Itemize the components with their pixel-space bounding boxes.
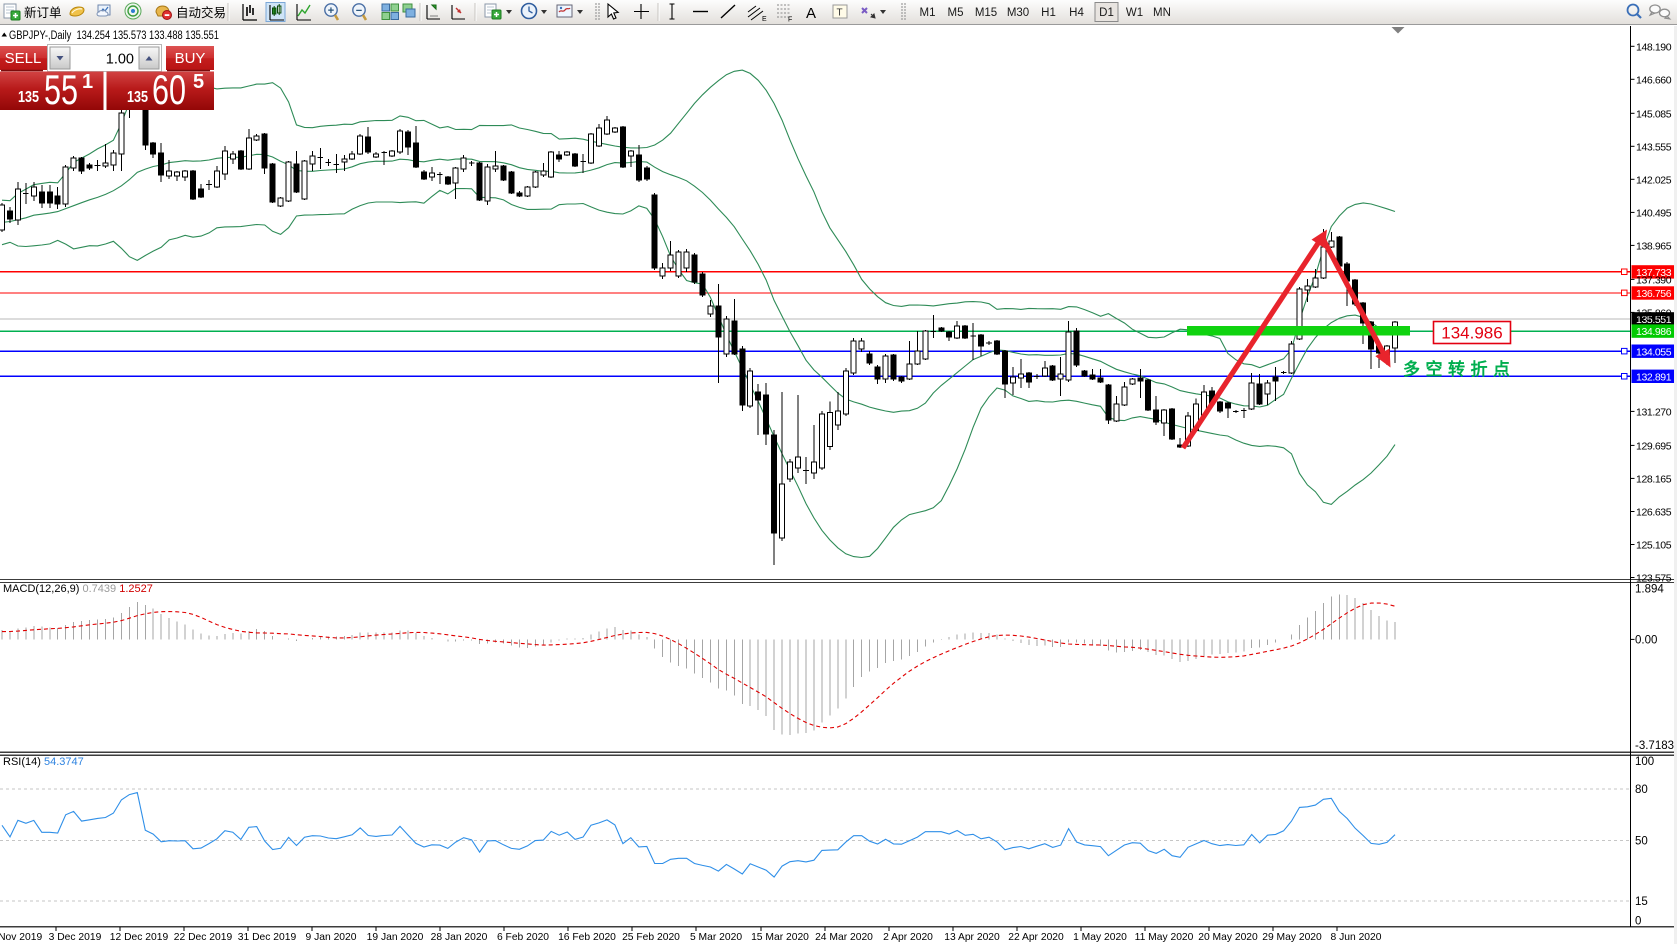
svg-text:M15: M15: [975, 7, 997, 19]
svg-text:55: 55: [44, 66, 78, 113]
svg-text:T: T: [837, 8, 843, 19]
svg-text:15 Mar 2020: 15 Mar 2020: [751, 932, 809, 943]
svg-text:15: 15: [1635, 896, 1648, 908]
svg-text:5: 5: [193, 71, 204, 93]
svg-text:2 Apr 2020: 2 Apr 2020: [883, 932, 933, 943]
svg-text:137.390: 137.390: [1636, 274, 1672, 286]
svg-text:50: 50: [1635, 836, 1648, 848]
svg-text:135: 135: [18, 89, 39, 106]
svg-text:100: 100: [1635, 756, 1654, 768]
svg-text:134.986: 134.986: [1441, 324, 1502, 343]
svg-text:13 Apr 2020: 13 Apr 2020: [944, 932, 1000, 943]
svg-text:-3.7183: -3.7183: [1635, 740, 1674, 752]
svg-text:11 May 2020: 11 May 2020: [1135, 932, 1194, 943]
svg-text:24 Mar 2020: 24 Mar 2020: [815, 932, 873, 943]
svg-text:A: A: [806, 5, 816, 22]
svg-text:自动交易: 自动交易: [176, 5, 226, 20]
svg-text:123.575: 123.575: [1636, 573, 1672, 585]
svg-text:142.025: 142.025: [1636, 174, 1672, 186]
svg-text:−: −: [356, 5, 362, 17]
svg-text:22 Apr 2020: 22 Apr 2020: [1008, 932, 1064, 943]
svg-text:8 Jun 2020: 8 Jun 2020: [1331, 932, 1382, 943]
svg-text:1: 1: [82, 71, 93, 93]
svg-text:9 Jan 2020: 9 Jan 2020: [306, 932, 357, 943]
svg-text:19 Jan 2020: 19 Jan 2020: [367, 932, 424, 943]
svg-text:145.085: 145.085: [1636, 108, 1672, 120]
svg-text:0.00: 0.00: [1635, 635, 1657, 647]
svg-text:138.965: 138.965: [1636, 240, 1672, 252]
svg-text:20 May 2020: 20 May 2020: [1198, 932, 1258, 943]
svg-text:137.733: 137.733: [1636, 267, 1672, 279]
svg-text:60: 60: [152, 66, 186, 113]
svg-text:131.270: 131.270: [1636, 406, 1672, 418]
svg-text:135.860: 135.860: [1636, 307, 1672, 319]
svg-text:143.555: 143.555: [1636, 141, 1672, 153]
svg-text:134.055: 134.055: [1636, 346, 1672, 358]
svg-text:GBPJPY-,Daily 134.254 135.573: GBPJPY-,Daily 134.254 135.573 133.488 13…: [9, 30, 219, 42]
svg-text:3 Dec 2019: 3 Dec 2019: [49, 932, 102, 943]
svg-text:F: F: [788, 17, 792, 24]
svg-text:31 Dec 2019: 31 Dec 2019: [238, 932, 297, 943]
svg-text:多空转折点: 多空转折点: [1403, 359, 1516, 379]
svg-text:24 Nov 2019: 24 Nov 2019: [0, 932, 42, 943]
svg-text:129.695: 129.695: [1636, 440, 1672, 452]
svg-text:MACD(12,26,9) 0.7439 1.2527: MACD(12,26,9) 0.7439 1.2527: [3, 583, 153, 595]
svg-text:125.105: 125.105: [1636, 540, 1672, 552]
svg-text:136.756: 136.756: [1636, 288, 1672, 300]
svg-text:1 May 2020: 1 May 2020: [1073, 932, 1127, 943]
svg-text:H1: H1: [1041, 7, 1056, 19]
svg-text:M30: M30: [1007, 7, 1029, 19]
svg-text:132.891: 132.891: [1636, 371, 1672, 383]
svg-text:+: +: [328, 5, 334, 17]
svg-text:80: 80: [1635, 784, 1648, 796]
svg-text:126.635: 126.635: [1636, 507, 1672, 519]
svg-text:22 Dec 2019: 22 Dec 2019: [174, 932, 233, 943]
svg-text:135: 135: [127, 89, 148, 106]
svg-text:140.495: 140.495: [1636, 207, 1672, 219]
svg-text:E: E: [762, 16, 767, 23]
svg-text:29 May 2020: 29 May 2020: [1262, 932, 1322, 943]
svg-text:134.986: 134.986: [1636, 326, 1672, 338]
svg-text:128.165: 128.165: [1636, 473, 1672, 485]
svg-text:12 Dec 2019: 12 Dec 2019: [110, 932, 169, 943]
svg-text:新订单: 新订单: [24, 5, 62, 20]
svg-text:146.660: 146.660: [1636, 74, 1672, 86]
svg-text:RSI(14) 54.3747: RSI(14) 54.3747: [3, 756, 84, 768]
svg-text:0: 0: [1635, 916, 1641, 928]
svg-text:28 Jan 2020: 28 Jan 2020: [431, 932, 488, 943]
svg-text:1.894: 1.894: [1635, 584, 1664, 596]
svg-text:M1: M1: [920, 7, 936, 19]
svg-text:D1: D1: [1099, 7, 1114, 19]
svg-text:MN: MN: [1153, 7, 1171, 19]
svg-text:16 Feb 2020: 16 Feb 2020: [558, 932, 616, 943]
svg-text:1.00: 1.00: [106, 52, 134, 68]
svg-text:M5: M5: [948, 7, 964, 19]
svg-text:H4: H4: [1069, 7, 1084, 19]
svg-text:135.551: 135.551: [1636, 314, 1672, 326]
svg-text:W1: W1: [1126, 7, 1143, 19]
svg-text:25 Feb 2020: 25 Feb 2020: [622, 932, 680, 943]
svg-text:BUY: BUY: [175, 50, 206, 67]
svg-text:6 Feb 2020: 6 Feb 2020: [497, 932, 549, 943]
svg-text:5 Mar 2020: 5 Mar 2020: [690, 932, 742, 943]
svg-text:148.190: 148.190: [1636, 41, 1672, 53]
svg-text:SELL: SELL: [5, 50, 42, 67]
